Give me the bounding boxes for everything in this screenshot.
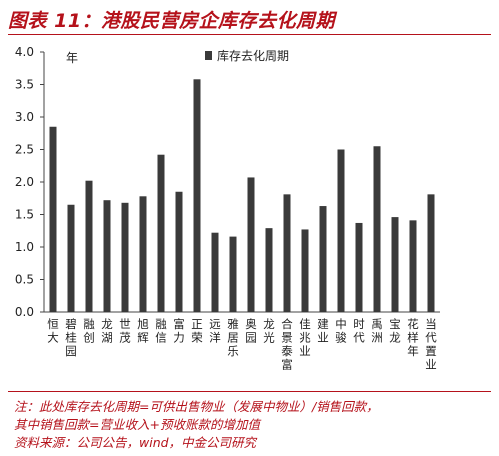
x-category-label: 业 bbox=[299, 344, 311, 358]
x-category-label: 光 bbox=[263, 331, 275, 345]
bar bbox=[337, 149, 345, 312]
x-category-label: 业 bbox=[425, 358, 437, 372]
x-category-label: 年 bbox=[407, 344, 419, 358]
x-category-label: 骏 bbox=[335, 331, 347, 345]
footnote-formula: 其中销售回款=营业收入+预收账款的增加值 bbox=[14, 417, 260, 432]
bar bbox=[283, 194, 291, 312]
x-category-label: 代 bbox=[425, 331, 437, 345]
bar bbox=[409, 220, 417, 312]
x-category-label: 乐 bbox=[227, 344, 239, 358]
bar bbox=[319, 206, 327, 312]
y-tick-label: 1.0 bbox=[15, 240, 34, 254]
x-category-label: 富 bbox=[281, 358, 293, 372]
y-tick-label: 0.0 bbox=[15, 305, 34, 319]
x-category-label: 龙 bbox=[389, 331, 401, 345]
x-category-label: 园 bbox=[65, 344, 77, 358]
x-category-label: 奥 bbox=[245, 317, 257, 331]
x-category-label: 洲 bbox=[371, 331, 383, 345]
bar bbox=[229, 236, 237, 312]
x-category-label: 中 bbox=[335, 317, 347, 331]
y-tick-label: 3.5 bbox=[15, 78, 34, 92]
y-tick-label: 2.0 bbox=[15, 175, 34, 189]
x-category-label: 居 bbox=[227, 331, 239, 345]
y-tick-label: 1.5 bbox=[15, 208, 34, 222]
x-category-label: 世 bbox=[119, 317, 131, 331]
x-category-label: 桂 bbox=[65, 331, 77, 345]
x-category-label: 融 bbox=[155, 317, 167, 331]
x-category-label: 景 bbox=[281, 331, 293, 345]
x-category-label: 样 bbox=[407, 331, 419, 345]
bar bbox=[247, 177, 255, 312]
x-category-label: 时 bbox=[353, 317, 365, 331]
x-category-label: 大 bbox=[47, 331, 59, 345]
bar bbox=[157, 154, 165, 312]
y-tick-label: 3.0 bbox=[15, 110, 34, 124]
x-category-label: 合 bbox=[281, 317, 293, 331]
x-category-label: 远 bbox=[209, 317, 221, 331]
y-tick-label: 2.5 bbox=[15, 143, 34, 157]
bar bbox=[427, 194, 435, 312]
bar bbox=[121, 202, 129, 312]
bar bbox=[85, 180, 93, 312]
bar bbox=[355, 222, 363, 312]
x-category-label: 辉 bbox=[137, 331, 149, 345]
x-category-label: 泰 bbox=[281, 344, 293, 358]
x-category-label: 茂 bbox=[119, 331, 131, 345]
x-category-label: 洋 bbox=[209, 331, 221, 345]
x-category-label: 荣 bbox=[191, 331, 203, 345]
chart-title: 图表 11：港股民营房企库存去化周期 bbox=[8, 10, 336, 32]
x-category-label: 建 bbox=[317, 317, 329, 331]
x-category-label: 禹 bbox=[371, 317, 383, 331]
x-category-label: 信 bbox=[155, 331, 167, 345]
bar bbox=[139, 196, 147, 312]
y-tick-label: 0.5 bbox=[15, 273, 34, 287]
bar bbox=[373, 146, 381, 312]
legend-label: 库存去化周期 bbox=[217, 48, 289, 63]
y-unit-label: 年 bbox=[66, 51, 78, 65]
bar bbox=[265, 228, 273, 312]
x-category-label: 兆 bbox=[299, 331, 311, 345]
x-category-label: 正 bbox=[191, 317, 203, 331]
footer-divider bbox=[8, 391, 491, 392]
bar bbox=[211, 232, 219, 312]
x-category-label: 碧 bbox=[65, 317, 77, 331]
x-category-label: 花 bbox=[407, 317, 419, 331]
x-category-label: 雅 bbox=[227, 317, 239, 331]
bar bbox=[67, 204, 75, 312]
bar bbox=[175, 191, 183, 312]
x-category-label: 湖 bbox=[101, 331, 113, 345]
x-category-label: 置 bbox=[425, 344, 437, 358]
y-tick-label: 4.0 bbox=[15, 45, 34, 59]
x-category-label: 富 bbox=[173, 317, 185, 331]
x-category-label: 龙 bbox=[263, 317, 275, 331]
x-category-label: 恒 bbox=[47, 317, 59, 331]
x-category-label: 旭 bbox=[137, 317, 149, 331]
legend-swatch bbox=[205, 51, 212, 60]
bar-chart: 0.00.51.01.52.02.53.03.54.0 年库存去化周期恒大碧桂园融… bbox=[15, 45, 440, 372]
bar bbox=[301, 229, 309, 312]
x-category-label: 代 bbox=[353, 331, 365, 345]
x-category-label: 宝 bbox=[389, 317, 401, 331]
footnote-definition: 注：此处库存去化周期=可供出售物业（发展中物业）/销售回款， bbox=[14, 399, 379, 414]
x-category-label: 龙 bbox=[101, 317, 113, 331]
x-category-label: 创 bbox=[83, 331, 95, 345]
x-category-label: 力 bbox=[173, 331, 185, 345]
bar bbox=[391, 217, 399, 312]
x-category-label: 融 bbox=[83, 317, 95, 331]
footnote-source: 资料来源：公司公告，wind，中金公司研究 bbox=[14, 435, 257, 450]
bar bbox=[49, 126, 57, 312]
bar bbox=[193, 79, 201, 312]
title-divider bbox=[8, 34, 491, 35]
x-category-label: 当 bbox=[425, 317, 437, 331]
x-category-label: 佳 bbox=[299, 317, 311, 331]
x-category-label: 园 bbox=[245, 331, 257, 345]
x-category-label: 业 bbox=[317, 331, 329, 345]
bar bbox=[103, 200, 111, 312]
